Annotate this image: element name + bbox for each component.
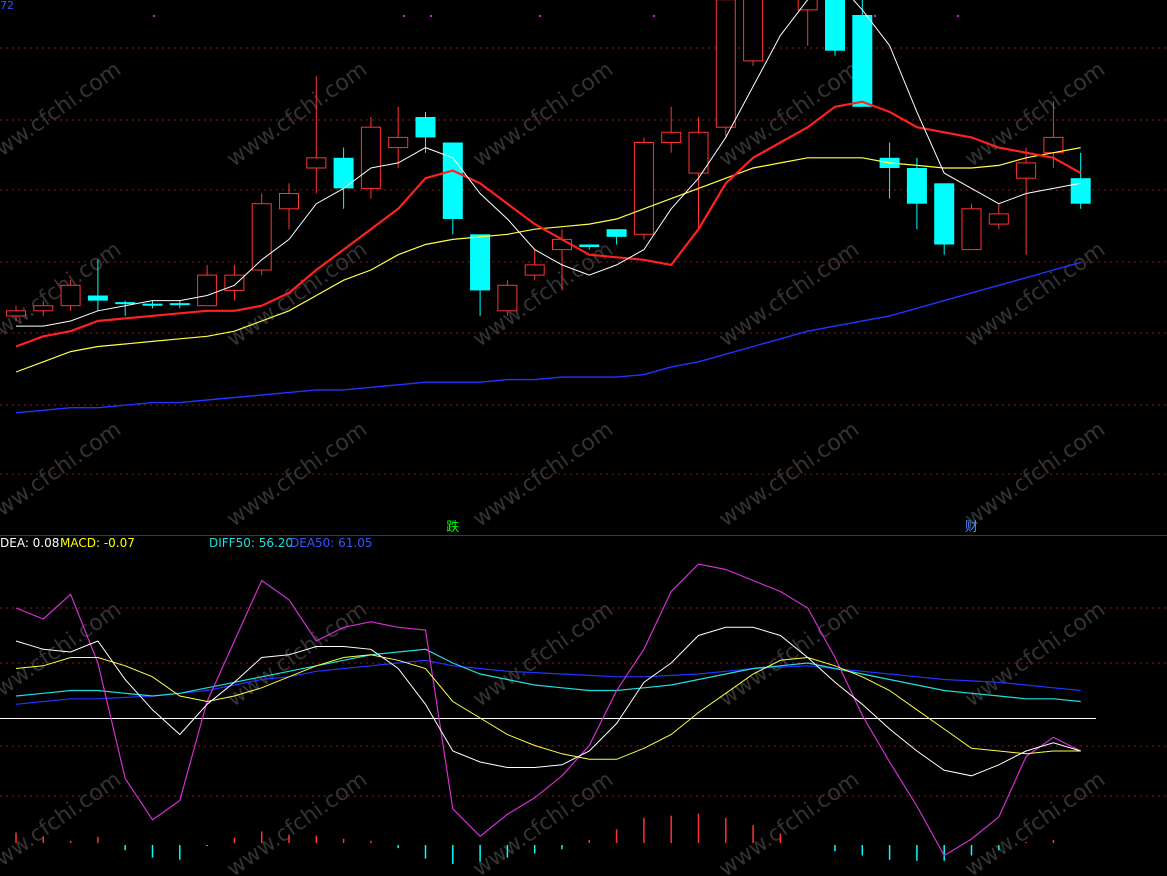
candle-body-down [606, 229, 627, 237]
candle-body-up [743, 0, 764, 62]
candle-body-up [633, 142, 654, 235]
candle-body-up [797, 0, 818, 11]
candle-body-down [333, 157, 354, 189]
watermark-text: www.cfchi.com [223, 767, 372, 876]
top-marker-dot [653, 15, 655, 17]
candle-body-down [1070, 178, 1091, 204]
candle-body-up [552, 238, 572, 251]
watermark-text: www.cfchi.com [469, 417, 618, 532]
candle-body-up [388, 136, 409, 149]
candle-body-up [279, 193, 299, 210]
watermark-text: www.cfchi.com [469, 57, 618, 172]
candle-body-up [60, 284, 81, 307]
watermark-text: www.cfchi.com [469, 597, 618, 712]
candle-body-up [251, 203, 272, 271]
signal-marker: 财 [965, 520, 978, 535]
candle-body-up [715, 0, 736, 128]
candle-body-down [169, 303, 190, 306]
diff50-line [15, 648, 1081, 703]
dea-label: DEA: 0.08 [0, 536, 60, 550]
candle-body-up [306, 157, 327, 169]
oscillator-line [15, 563, 1081, 857]
candle-body-down [934, 183, 955, 245]
candle-body-up [688, 131, 709, 174]
top-marker-dot [430, 15, 432, 17]
candle-body-up [988, 213, 1009, 225]
candle-body-down [115, 302, 136, 305]
dif-line [15, 626, 1081, 777]
candle-body-down [470, 234, 491, 291]
watermark-text: www.cfchi.com [223, 57, 372, 172]
candle-body-down [415, 117, 436, 138]
candle-body-up [961, 208, 982, 251]
dea-line [15, 654, 1081, 760]
candle-body-up [497, 284, 518, 312]
top-marker-dot [874, 15, 876, 17]
candle-body-down [442, 142, 463, 219]
macd-label: MACD: -0.07 [60, 536, 135, 550]
watermark-text: www.cfchi.com [961, 417, 1110, 532]
ma60-line [15, 261, 1081, 414]
dea50-label: DEA50: 61.05 [290, 536, 373, 550]
watermark-text: www.cfchi.com [0, 57, 126, 172]
watermark-text: www.cfchi.com [223, 417, 372, 532]
watermark-text: www.cfchi.com [961, 767, 1110, 876]
candle-body-down [906, 168, 927, 204]
candle-body-down [579, 244, 600, 248]
top-marker-dot [403, 15, 405, 17]
watermark-text: www.cfchi.com [0, 767, 126, 876]
candle-body-down [142, 303, 163, 306]
watermark-text: www.cfchi.com [715, 57, 864, 172]
ma5-line [16, 0, 1081, 327]
watermark-text: www.cfchi.com [961, 237, 1110, 352]
candle-body-up [1043, 136, 1064, 154]
candle-body-up [1016, 162, 1037, 179]
candle-body-up [33, 305, 54, 312]
candle-body-up [360, 126, 381, 189]
watermark-text: www.cfchi.com [715, 597, 864, 712]
watermark-text: www.cfchi.com [715, 237, 864, 352]
top-marker-dot [957, 15, 959, 17]
top-marker-dot [153, 15, 155, 17]
candle-body-down [87, 295, 108, 301]
candle-body-up [661, 131, 682, 144]
watermark-text: www.cfchi.com [715, 767, 864, 876]
ma10-line [15, 100, 1082, 348]
top-marker-dot [539, 15, 541, 17]
top-price-label: 72 [0, 0, 14, 12]
dea50-line [15, 659, 1081, 705]
candle-body-down [825, 0, 845, 51]
candle-body-up [197, 274, 218, 307]
candle-body-down [852, 15, 873, 107]
candle-body-up [6, 310, 26, 317]
diff50-label: DIFF50: 56.20 [209, 536, 294, 550]
watermark-text: www.cfchi.com [469, 767, 618, 876]
ma20-line [15, 147, 1081, 373]
watermark-text: www.cfchi.com [223, 237, 372, 352]
candle-body-up [524, 264, 545, 276]
watermark-text: www.cfchi.com [223, 597, 372, 712]
watermark-text: www.cfchi.com [715, 417, 864, 532]
signal-marker: 跌 [446, 519, 459, 535]
watermark-text: www.cfchi.com [0, 417, 126, 532]
